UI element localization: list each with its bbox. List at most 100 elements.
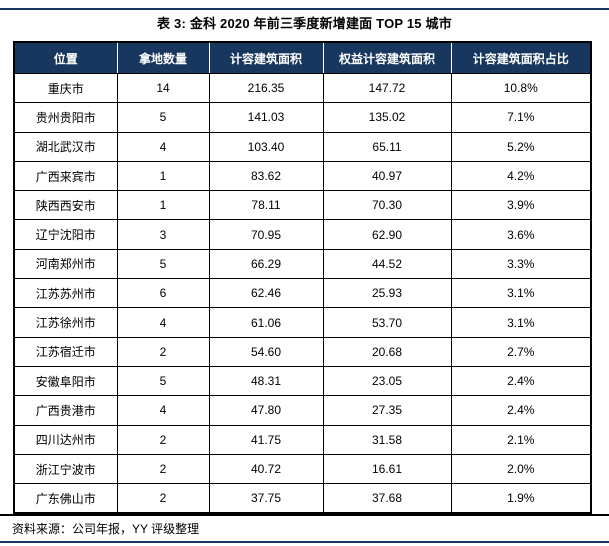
- column-header-location: 位置: [13, 41, 118, 74]
- table-cell: 重庆市: [13, 72, 118, 104]
- bottom-divider-rule: [0, 541, 609, 543]
- table-cell: 7.1%: [450, 102, 592, 133]
- table-cell: 25.93: [322, 278, 452, 309]
- table-cell: 2.1%: [450, 424, 592, 455]
- table-cell: 40.97: [322, 160, 452, 192]
- table-row: 江苏苏州市 6 62.46 25.93 3.1%: [13, 278, 592, 309]
- table-cell: 65.11: [322, 131, 452, 162]
- table-cell: 1.9%: [450, 483, 592, 514]
- table-cell: 83.62: [208, 160, 324, 192]
- table-cell: 47.80: [208, 395, 324, 426]
- table-title: 表 3: 金科 2020 年前三季度新增建面 TOP 15 城市: [157, 16, 452, 31]
- table-cell: 浙江宁波市: [13, 453, 118, 485]
- table-cell: 湖北武汉市: [13, 131, 118, 162]
- table-cell: 2: [116, 483, 210, 514]
- table-row: 江苏徐州市 4 61.06 53.70 3.1%: [13, 307, 592, 338]
- table-cell: 4: [116, 131, 210, 162]
- table-body: 重庆市 14 216.35 147.72 10.8% 贵州贵阳市 5 141.03 135.02…: [13, 72, 592, 514]
- table-cell: 4.2%: [450, 160, 592, 192]
- table-cell: 53.70: [322, 307, 452, 338]
- table-cell: 5: [116, 365, 210, 397]
- column-header-equity-gfa: 权益计容建筑面积: [322, 41, 452, 74]
- table-cell: 河南郑州市: [13, 248, 118, 280]
- table-cell: 广西来宾市: [13, 160, 118, 192]
- table-cell: 2: [116, 336, 210, 367]
- table-cell: 广东佛山市: [13, 483, 118, 514]
- table-cell: 3.9%: [450, 190, 592, 221]
- table-row: 四川达州市 2 41.75 31.58 2.1%: [13, 424, 592, 455]
- table-row: 江苏宿迁市 2 54.60 20.68 2.7%: [13, 336, 592, 367]
- table-cell: 78.11: [208, 190, 324, 221]
- table-cell: 贵州贵阳市: [13, 102, 118, 133]
- table-row: 广东佛山市 2 37.75 37.68 1.9%: [13, 483, 592, 514]
- source-note: 资料来源：公司年报，YY 评级整理: [12, 522, 200, 536]
- table-cell: 61.06: [208, 307, 324, 338]
- table-row: 辽宁沈阳市 3 70.95 62.90 3.6%: [13, 219, 592, 250]
- table-cell: 2: [116, 424, 210, 455]
- table-cell: 3.6%: [450, 219, 592, 250]
- table-cell: 江苏宿迁市: [13, 336, 118, 367]
- table-cell: 141.03: [208, 102, 324, 133]
- top15-cities-table: 位置 拿地数量 计容建筑面积 权益计容建筑面积 计容建筑面积占比 重庆市 14 21…: [13, 41, 592, 515]
- table-cell: 10.8%: [450, 72, 592, 104]
- top-divider-rule: [0, 8, 609, 10]
- table-row: 广西贵港市 4 47.80 27.35 2.4%: [13, 395, 592, 426]
- table-container: 位置 拿地数量 计容建筑面积 权益计容建筑面积 计容建筑面积占比 重庆市 14 21…: [13, 41, 592, 515]
- table-cell: 3: [116, 219, 210, 250]
- header-row: 位置 拿地数量 计容建筑面积 权益计容建筑面积 计容建筑面积占比: [13, 41, 592, 74]
- table-row: 陕西西安市 1 78.11 70.30 3.9%: [13, 190, 592, 221]
- table-cell: 216.35: [208, 72, 324, 104]
- table-cell: 62.90: [322, 219, 452, 250]
- column-header-land-count: 拿地数量: [116, 41, 210, 74]
- table-row: 重庆市 14 216.35 147.72 10.8%: [13, 72, 592, 104]
- table-cell: 江苏苏州市: [13, 278, 118, 309]
- table-cell: 辽宁沈阳市: [13, 219, 118, 250]
- table-cell: 2.0%: [450, 453, 592, 485]
- table-cell: 四川达州市: [13, 424, 118, 455]
- table-cell: 广西贵港市: [13, 395, 118, 426]
- table-cell: 1: [116, 160, 210, 192]
- table-cell: 23.05: [322, 365, 452, 397]
- table-cell: 41.75: [208, 424, 324, 455]
- table-cell: 1: [116, 190, 210, 221]
- table-cell: 147.72: [322, 72, 452, 104]
- table-cell: 陕西西安市: [13, 190, 118, 221]
- table-cell: 5: [116, 102, 210, 133]
- footer-divider-rule: [0, 514, 609, 516]
- table-cell: 54.60: [208, 336, 324, 367]
- table-cell: 安徽阜阳市: [13, 365, 118, 397]
- table-cell: 2.7%: [450, 336, 592, 367]
- table-row: 浙江宁波市 2 40.72 16.61 2.0%: [13, 453, 592, 485]
- table-cell: 70.95: [208, 219, 324, 250]
- table-row: 湖北武汉市 4 103.40 65.11 5.2%: [13, 131, 592, 162]
- table-row: 河南郑州市 5 66.29 44.52 3.3%: [13, 248, 592, 280]
- table-cell: 31.58: [322, 424, 452, 455]
- table-row: 贵州贵阳市 5 141.03 135.02 7.1%: [13, 102, 592, 133]
- table-cell: 5: [116, 248, 210, 280]
- table-cell: 48.31: [208, 365, 324, 397]
- table-cell: 14: [116, 72, 210, 104]
- table-cell: 江苏徐州市: [13, 307, 118, 338]
- table-cell: 70.30: [322, 190, 452, 221]
- table-cell: 3.1%: [450, 278, 592, 309]
- table-cell: 3.1%: [450, 307, 592, 338]
- table-cell: 2.4%: [450, 365, 592, 397]
- table-cell: 37.75: [208, 483, 324, 514]
- table-cell: 4: [116, 307, 210, 338]
- table-cell: 5.2%: [450, 131, 592, 162]
- column-header-gfa: 计容建筑面积: [208, 41, 324, 74]
- table-cell: 66.29: [208, 248, 324, 280]
- table-cell: 16.61: [322, 453, 452, 485]
- table-cell: 103.40: [208, 131, 324, 162]
- table-cell: 2: [116, 453, 210, 485]
- table-cell: 4: [116, 395, 210, 426]
- table-cell: 44.52: [322, 248, 452, 280]
- table-row: 安徽阜阳市 5 48.31 23.05 2.4%: [13, 365, 592, 397]
- table-cell: 135.02: [322, 102, 452, 133]
- table-cell: 37.68: [322, 483, 452, 514]
- column-header-gfa-share: 计容建筑面积占比: [450, 41, 592, 74]
- table-cell: 27.35: [322, 395, 452, 426]
- table-cell: 20.68: [322, 336, 452, 367]
- table-cell: 40.72: [208, 453, 324, 485]
